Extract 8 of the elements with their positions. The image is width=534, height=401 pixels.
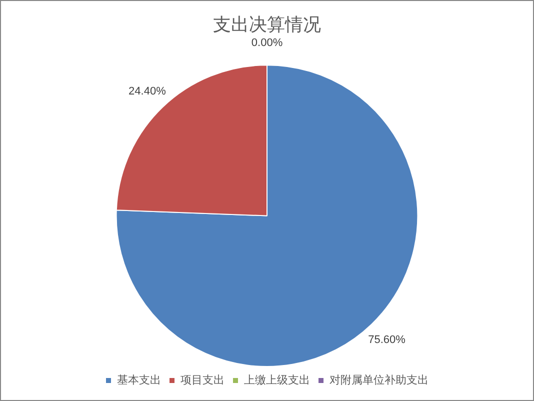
legend-label: 对附属单位补助支出 [330,373,428,386]
legend-label: 项目支出 [180,373,224,386]
legend-label: 基本支出 [117,373,161,386]
data-label: 24.40% [128,85,166,98]
chart-title: 支出决算情况 [213,14,321,36]
data-label: 75.60% [368,334,406,346]
legend-label: 上缴上级支出 [244,373,310,386]
text: 0.00% [251,37,283,50]
